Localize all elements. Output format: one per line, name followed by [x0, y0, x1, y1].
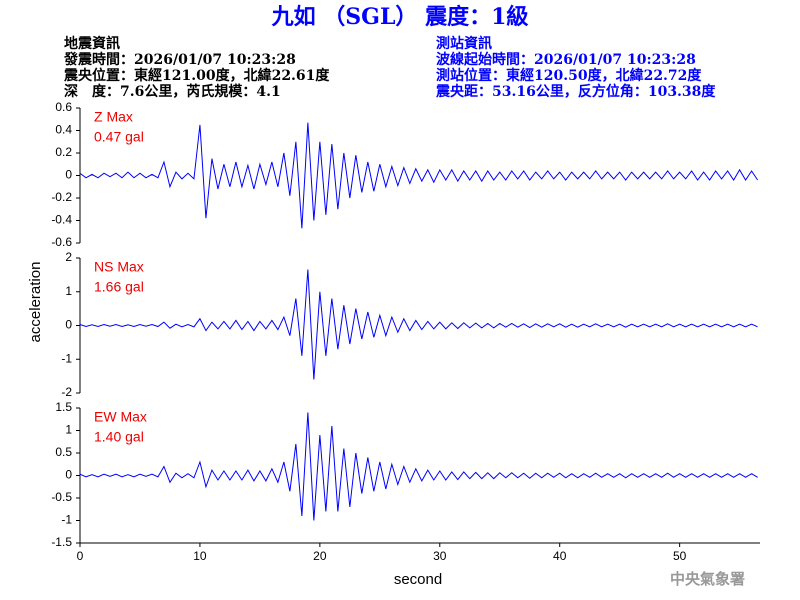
footer: 中央氣象署 — [670, 570, 745, 588]
max-annotation: 1.40 gal — [94, 429, 144, 445]
y-tick-label: -0.4 — [51, 213, 72, 227]
y-tick-label: 1.5 — [55, 400, 72, 414]
event-info: 發震時間：2026/01/07 10:23:28 — [63, 51, 296, 68]
y-tick-label: 0.4 — [55, 123, 72, 137]
y-tick-label: 0.2 — [55, 145, 72, 159]
y-tick-label: -2 — [61, 385, 72, 399]
y-tick-label: 0 — [65, 318, 72, 332]
y-tick-label: -1 — [61, 513, 72, 527]
x-tick-label: 40 — [553, 549, 567, 563]
y-axis-label: acceleration — [27, 262, 44, 343]
y-tick-label: 2 — [65, 250, 72, 264]
station-info: 震央距：53.16公里，反方位角：103.38度 — [435, 83, 716, 100]
y-tick-label: -1 — [61, 351, 72, 365]
max-annotation: Z Max — [94, 109, 133, 125]
event-info: 地震資訊 — [64, 35, 120, 52]
max-annotation: 1.66 gal — [94, 279, 144, 295]
x-axis-label: second — [394, 571, 442, 588]
y-tick-label: -0.5 — [51, 490, 72, 504]
waveform — [79, 412, 758, 521]
y-tick-label: 0.6 — [55, 100, 72, 114]
station-info: 測站資訊 — [436, 35, 492, 52]
event-info: 深 度：7.6公里，芮氏規模：4.1 — [64, 83, 281, 100]
y-tick-label: 1 — [65, 284, 72, 298]
chart-title: 九如 （SGL） 震度：1級 — [271, 4, 529, 30]
x-tick-label: 0 — [77, 549, 84, 563]
y-tick-label: -1.5 — [51, 535, 72, 549]
y-tick-label: 0 — [65, 468, 72, 482]
station-info: 測站位置：東經120.50度，北緯22.72度 — [436, 67, 702, 84]
y-tick-label: -0.2 — [51, 190, 72, 204]
x-tick-label: 50 — [673, 549, 687, 563]
y-tick-label: 0 — [65, 168, 72, 182]
x-tick-label: 20 — [313, 549, 327, 563]
y-tick-label: -0.6 — [51, 235, 72, 249]
station-info: 波線起始時間：2026/01/07 10:23:28 — [436, 51, 696, 68]
x-tick-label: 30 — [433, 549, 447, 563]
y-tick-label: 1 — [65, 423, 72, 437]
waveform — [79, 122, 759, 229]
max-annotation: 0.47 gal — [94, 129, 144, 145]
event-info: 震央位置：東經121.00度，北緯22.61度 — [63, 67, 330, 84]
max-annotation: EW Max — [94, 409, 147, 425]
y-tick-label: 0.5 — [55, 445, 72, 459]
x-tick-label: 10 — [193, 549, 207, 563]
waveform — [79, 269, 758, 380]
max-annotation: NS Max — [94, 259, 144, 275]
